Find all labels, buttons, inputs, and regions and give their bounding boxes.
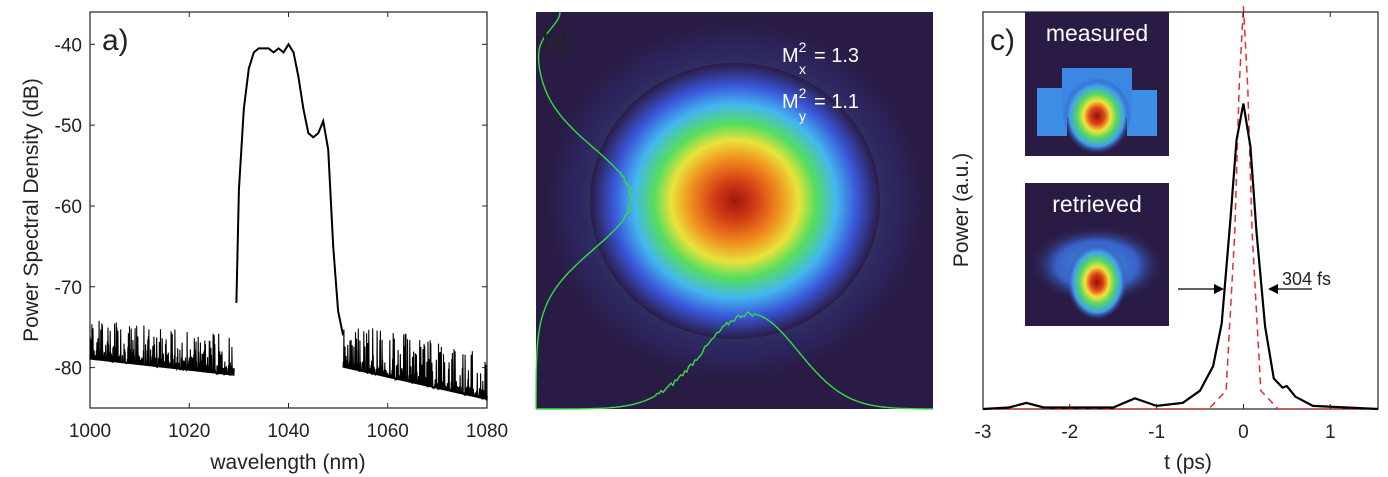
panel-b: b) M2 x = 1.3 M2 y = 1.1: [535, 11, 933, 410]
m2y-letter: M: [782, 91, 799, 113]
m2x-sup: 2: [799, 39, 807, 55]
y-tick-label: -60: [55, 197, 82, 218]
panel-c-ylabel: Power (a.u.): [950, 153, 973, 267]
panel-a-xlabel: wavelength (nm): [209, 451, 365, 474]
x-tick-label: 1060: [367, 421, 409, 442]
horizontal-profile-line: [536, 311, 933, 410]
m2y-value: = 1.1: [814, 91, 859, 113]
y-tick-label: -50: [55, 116, 82, 137]
m2x-annotation: M2 x = 1.3: [782, 39, 859, 77]
y-tick-label: -80: [55, 359, 82, 380]
x-tick-label: -1: [1148, 422, 1165, 443]
panel-c: -3 -2 -1 0 1 304 fs measured retrieved c) t …: [950, 5, 1379, 474]
panel-a-ylabel: Power Spectral Density (dB): [20, 78, 43, 342]
m2y-annotation: M2 y = 1.1: [782, 85, 859, 124]
noise-floor-right: [342, 328, 488, 402]
inset-retrieved-core: [1067, 244, 1127, 320]
x-tick-label: 1000: [69, 421, 111, 442]
m2y-sup: 2: [799, 85, 807, 101]
panel-a-spectrum-line: [235, 42, 345, 336]
panel-a: 1000 1020 1040 1060 1080 -40-50-60-70-80 a) …: [20, 11, 508, 474]
panel-a-noise-floor: [89, 320, 488, 402]
m2y-sub: y: [799, 108, 806, 124]
beam-spot: [590, 63, 880, 339]
vertical-profile-line: [535, 11, 634, 409]
panel-b-label: b): [542, 24, 569, 57]
panel-a-y-ticks: -40 -50 -60 -70 -80: [55, 35, 487, 380]
y-tick-label: -40: [55, 35, 82, 56]
measured-pulse-line: [982, 103, 1379, 411]
fwhm-label: 304 fs: [1282, 269, 1331, 289]
x-tick-label: 1040: [267, 421, 309, 442]
m2x-letter: M: [782, 45, 799, 67]
panel-c-label: c): [990, 24, 1015, 57]
svg-text:M2: M2: [782, 85, 807, 113]
panel-c-x-ticks: -3 -2 -1 0 1: [975, 12, 1336, 443]
x-tick-label: -2: [1061, 422, 1078, 443]
panel-a-label: a): [102, 24, 129, 57]
x-tick-label: 1080: [466, 421, 508, 442]
m2x-value: = 1.3: [814, 45, 859, 67]
inset-retrieved: retrieved: [1025, 183, 1169, 326]
transform-limited-pulse-line: [983, 5, 1378, 410]
panel-c-xlabel: t (ps): [1164, 451, 1212, 474]
panel-a-x-ticks: 1000 1020 1040 1060 1080: [69, 12, 508, 442]
x-tick-label: 0: [1238, 422, 1249, 443]
fwhm-arrowhead-right: [1268, 284, 1278, 294]
x-tick-label: 1020: [168, 421, 210, 442]
noise-floor-left: [89, 320, 235, 376]
x-tick-label: -3: [975, 422, 992, 443]
svg-text:M2: M2: [782, 39, 807, 67]
inset-retrieved-label: retrieved: [1052, 191, 1141, 217]
inset-measured-label: measured: [1046, 20, 1148, 46]
inset-measured-core: [1063, 78, 1131, 154]
m2x-sub: x: [799, 61, 806, 77]
fwhm-arrowhead-left: [1214, 284, 1224, 294]
y-tick-label: -70: [55, 278, 82, 299]
x-tick-label: 1: [1325, 422, 1336, 443]
inset-measured: measured: [1025, 12, 1169, 156]
